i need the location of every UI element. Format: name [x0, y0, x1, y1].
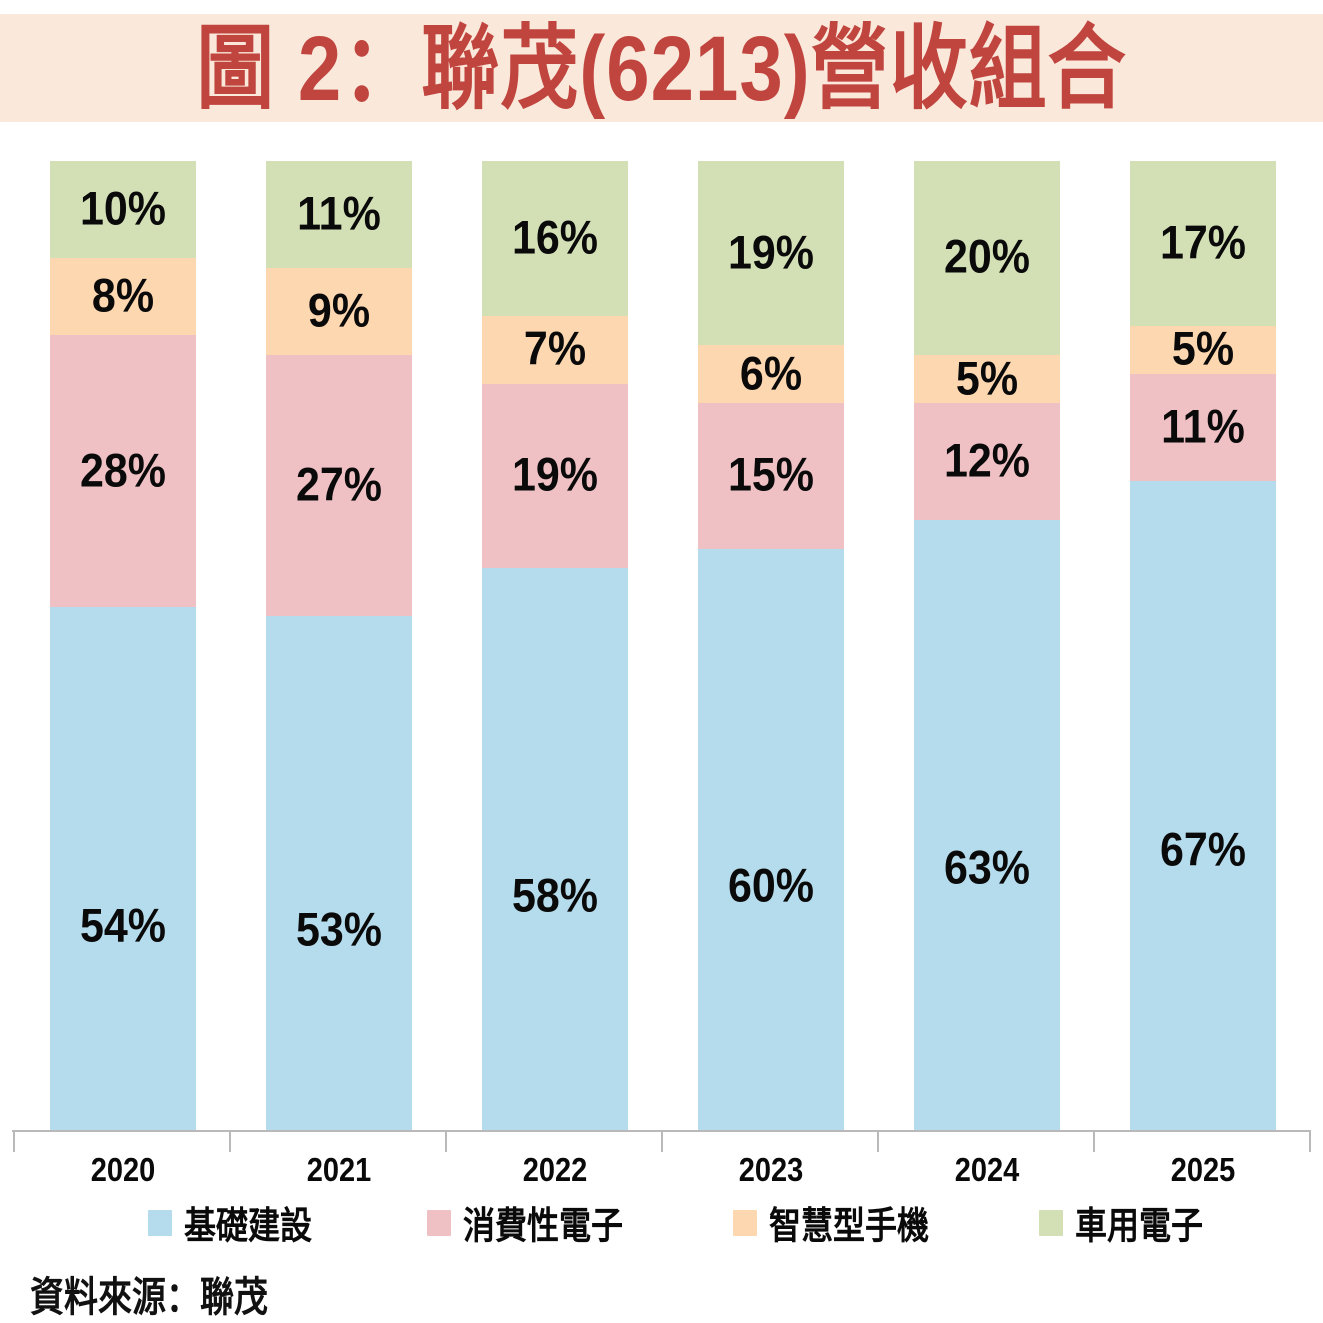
segment-value-label: 67% [1159, 823, 1247, 877]
segment-value-label: 16% [511, 211, 599, 265]
segment-value-label: 20% [943, 230, 1031, 284]
bar-2023[interactable]: 19% 6% 15% 60% [698, 161, 844, 1130]
segment-value-label: 60% [727, 859, 815, 913]
page-title: 圖 2：聯茂(6213)營收組合 [196, 16, 1127, 120]
x-axis-tick [661, 1130, 663, 1152]
legend-item-base[interactable]: 基礎建設 [148, 1200, 312, 1247]
segment-base-2025[interactable]: 67% [1130, 480, 1276, 1130]
x-axis-label-2021: 2021 [306, 1152, 372, 1189]
x-axis-label-2023: 2023 [738, 1152, 804, 1189]
segment-phone-2025[interactable]: 5% [1130, 322, 1276, 376]
segment-phone-2024[interactable]: 5% [914, 352, 1060, 405]
segment-value-label: 53% [295, 903, 383, 957]
segment-value-label: 8% [91, 269, 155, 323]
segment-value-label: 19% [511, 448, 599, 502]
segment-base-2020[interactable]: 54% [50, 606, 196, 1130]
x-axis-label-2020: 2020 [90, 1152, 156, 1189]
legend-swatch-auto [1039, 1210, 1063, 1236]
legend-swatch-phone [733, 1210, 757, 1236]
segment-phone-2023[interactable]: 6% [698, 345, 844, 404]
segment-value-label: 54% [79, 899, 167, 953]
segment-auto-2021[interactable]: 11% [266, 161, 412, 268]
segment-phone-2022[interactable]: 7% [482, 316, 628, 384]
x-axis-label-2022: 2022 [522, 1152, 588, 1189]
x-axis-tick [229, 1130, 231, 1152]
bar-2024[interactable]: 20% 5% 12% 63% [914, 161, 1060, 1130]
segment-auto-2025[interactable]: 17% [1130, 161, 1276, 326]
segment-auto-2024[interactable]: 20% [914, 161, 1060, 355]
segment-base-2024[interactable]: 63% [914, 519, 1060, 1130]
x-axis-label-2024: 2024 [954, 1152, 1020, 1189]
x-axis-labels: 2020 2021 2022 2023 2024 2025 [0, 1152, 1323, 1194]
segment-value-label: 17% [1159, 216, 1247, 270]
chart-plot-area: 10% 8% 28% 54% 11% 9% 27% 53% 16% 7% [0, 161, 1323, 1130]
segment-value-label: 28% [79, 444, 167, 497]
segment-value-label: 12% [943, 434, 1031, 488]
segment-consumer-2021[interactable]: 27% [266, 354, 412, 617]
segment-consumer-2020[interactable]: 28% [50, 335, 196, 607]
segment-value-label: 15% [727, 448, 815, 502]
segment-phone-2020[interactable]: 8% [50, 257, 196, 336]
segment-auto-2022[interactable]: 16% [482, 161, 628, 317]
bar-2025[interactable]: 17% 5% 11% 67% [1130, 161, 1276, 1130]
segment-consumer-2025[interactable]: 11% [1130, 374, 1276, 481]
segment-consumer-2023[interactable]: 15% [698, 403, 844, 549]
segment-value-label: 7% [523, 322, 587, 376]
bar-2021[interactable]: 11% 9% 27% 53% [266, 161, 412, 1130]
legend-item-consumer[interactable]: 消費性電子 [427, 1200, 623, 1247]
segment-base-2022[interactable]: 58% [482, 567, 628, 1130]
segment-base-2023[interactable]: 60% [698, 548, 844, 1130]
segment-value-label: 6% [739, 347, 803, 401]
segment-value-label: 63% [943, 841, 1031, 895]
x-axis-tick [877, 1130, 879, 1152]
segment-value-label: 27% [295, 458, 383, 512]
legend-swatch-base [148, 1210, 172, 1236]
segment-value-label: 19% [727, 226, 815, 279]
legend-label-phone: 智慧型手機 [769, 1204, 930, 1247]
x-axis-tick [1093, 1130, 1095, 1152]
title-band: 圖 2：聯茂(6213)營收組合 [0, 14, 1323, 122]
segment-auto-2023[interactable]: 19% [698, 161, 844, 346]
segment-value-label: 11% [1161, 400, 1245, 454]
legend-label-base: 基礎建設 [184, 1204, 313, 1247]
x-axis-tick [445, 1130, 447, 1152]
x-axis-tick [1309, 1130, 1311, 1152]
segment-value-label: 58% [511, 869, 599, 923]
source-note: 資料來源：聯茂 [30, 1274, 268, 1321]
legend-item-auto[interactable]: 車用電子 [1039, 1200, 1203, 1247]
x-axis-label-2025: 2025 [1170, 1152, 1236, 1189]
bar-2020[interactable]: 10% 8% 28% 54% [50, 161, 196, 1130]
segment-base-2021[interactable]: 53% [266, 616, 412, 1130]
segment-phone-2021[interactable]: 9% [266, 267, 412, 355]
legend-label-consumer: 消費性電子 [463, 1204, 624, 1247]
chart-legend: 基礎建設 消費性電子 智慧型手機 車用電子 [0, 1200, 1323, 1247]
segment-auto-2020[interactable]: 10% [50, 161, 196, 258]
bar-2022[interactable]: 16% 7% 19% 58% [482, 161, 628, 1130]
legend-swatch-consumer [427, 1210, 451, 1236]
segment-value-label: 10% [79, 182, 167, 236]
segment-value-label: 5% [955, 352, 1019, 405]
x-axis-tick [13, 1130, 15, 1152]
segment-value-label: 9% [307, 284, 371, 338]
segment-consumer-2024[interactable]: 12% [914, 403, 1060, 520]
segment-value-label: 11% [297, 187, 381, 241]
segment-consumer-2022[interactable]: 19% [482, 383, 628, 568]
legend-label-auto: 車用電子 [1075, 1204, 1204, 1247]
segment-value-label: 5% [1171, 322, 1235, 376]
legend-item-phone[interactable]: 智慧型手機 [733, 1200, 929, 1247]
